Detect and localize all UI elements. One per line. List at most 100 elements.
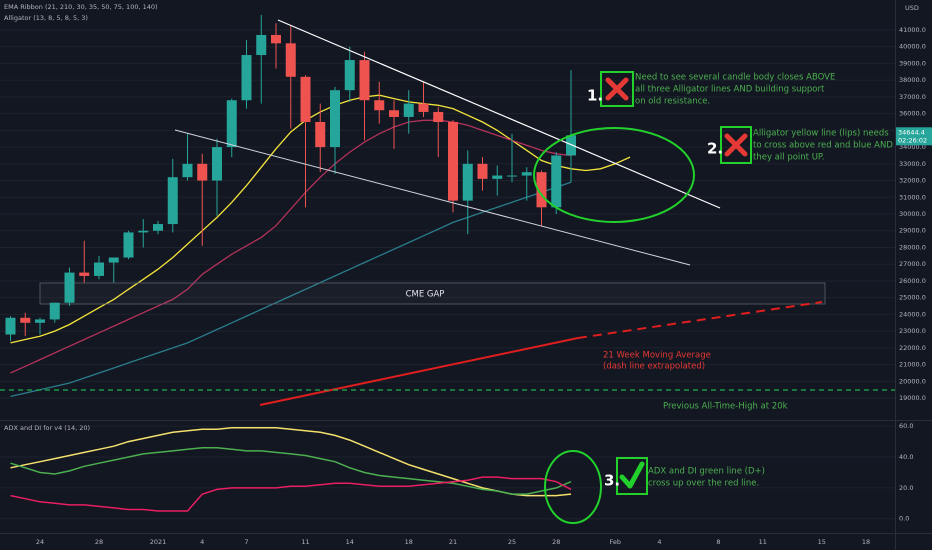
x-tick-label: 25 — [508, 538, 516, 546]
x-tick-label: 2021 — [150, 538, 167, 546]
trendline — [277, 19, 721, 209]
candle-body — [462, 163, 473, 201]
ath-label: Previous All-Time-High at 20k — [663, 402, 788, 412]
y-tick-label: 60.0 — [899, 422, 913, 430]
candle-body — [79, 272, 90, 276]
x-tick-label: 7 — [244, 538, 248, 546]
grid — [0, 29, 895, 520]
axes: 41000.0 40000.0 39000.0 38000.0 37000.0 36000… — [36, 26, 932, 546]
candle-body — [94, 262, 104, 276]
candle-body — [108, 257, 119, 263]
candle-body — [20, 317, 31, 323]
trendline — [174, 129, 691, 266]
ma-label: (dash line extrapolated) — [603, 362, 705, 372]
y-tick-label: 19000.0 — [899, 394, 926, 402]
note: ADX and DI green line (D+) — [648, 467, 765, 477]
candle-body — [433, 111, 444, 122]
ma-label: 21 Week Moving Average — [603, 351, 711, 361]
candle-body — [389, 110, 399, 117]
candle-body — [138, 230, 149, 233]
candle-body — [182, 163, 193, 178]
note: on old resistance. — [635, 97, 710, 107]
candle-body — [418, 103, 429, 112]
candle-body — [521, 172, 532, 176]
candle-body — [492, 175, 503, 179]
candle-body — [49, 302, 60, 320]
x-tick-label: 4 — [200, 538, 204, 546]
y-tick-label: 23000.0 — [899, 327, 926, 335]
highlight-ellipse — [544, 450, 602, 524]
indicator-label: ADX and DI for v4 (14, 20) — [4, 424, 90, 432]
y-tick-label: 30000.0 — [899, 210, 926, 218]
step-number: 2. — [707, 140, 723, 158]
y-tick-label: 33000.0 — [899, 160, 926, 168]
y-tick-label: 39000.0 — [899, 59, 926, 67]
y-tick-label: 27000.0 — [899, 260, 926, 268]
y-tick-label: 36000.0 — [899, 110, 926, 118]
candle-body — [271, 34, 281, 44]
y-tick-label: 34000.0 — [899, 143, 926, 151]
cme-gap-box — [39, 282, 826, 305]
candle-body — [477, 163, 488, 179]
x-tick-label: 4 — [657, 538, 661, 546]
last-price: 34644.4 — [898, 128, 925, 136]
x-tick-label: 18 — [405, 538, 413, 546]
y-tick-label: 37000.0 — [899, 93, 926, 101]
annotations: EMA Ribbon (21, 210, 30, 35, 50, 75, 100… — [4, 3, 919, 490]
y-tick-label: 22000.0 — [899, 344, 926, 352]
candle-body — [374, 100, 385, 111]
candle-body — [566, 135, 576, 156]
candle-body — [226, 100, 237, 148]
candle-body — [5, 317, 16, 335]
indicator-label: EMA Ribbon (21, 210, 30, 35, 50, 75, 100… — [4, 3, 158, 11]
candle-body — [153, 224, 163, 231]
candle-body — [344, 60, 355, 91]
x-tick-label: 11 — [759, 538, 767, 546]
candle-body — [285, 43, 296, 77]
x-tick-label: 28 — [552, 538, 560, 546]
candle-body — [212, 147, 222, 181]
indicator-line — [10, 119, 572, 374]
y-tick-label: 0.0 — [899, 515, 909, 523]
y-tick-label: 32000.0 — [899, 177, 926, 185]
candle-body — [507, 175, 517, 177]
indicator-line — [10, 476, 572, 512]
note: Alligator yellow line (lips) needs — [753, 129, 889, 139]
x-tick-label: 21 — [449, 538, 457, 546]
note: Need to see several candle body closes A… — [635, 73, 835, 83]
highlight-ellipse — [533, 127, 695, 223]
x-tick-label: 28 — [95, 538, 103, 546]
y-tick-label: 28000.0 — [899, 243, 926, 251]
candle-body — [359, 60, 370, 101]
cross-box — [720, 126, 752, 164]
x-tick-label: 18 — [862, 538, 870, 546]
y-tick-label: 40000.0 — [899, 43, 926, 51]
y-tick-label: 20000.0 — [899, 377, 926, 385]
candle-body — [123, 232, 134, 258]
cross-icon — [724, 133, 748, 157]
y-tick-label: 41000.0 — [899, 26, 926, 34]
x-tick-label: 14 — [346, 538, 354, 546]
step-number: 1. — [587, 87, 603, 105]
x-tick-label: 8 — [716, 538, 720, 546]
candle-body — [403, 103, 414, 117]
candle-body — [330, 90, 340, 148]
indicator-label: Alligator (13, 8, 5, 8, 5, 3) — [4, 14, 88, 22]
countdown: 02:26:02 — [898, 136, 927, 144]
y-tick-label: 38000.0 — [899, 76, 926, 84]
candle-body — [448, 121, 458, 201]
note: to cross above red and blue AND — [753, 141, 893, 151]
candle-body — [536, 172, 547, 208]
last-price-box — [896, 127, 932, 146]
y-tick-label: 25000.0 — [899, 294, 926, 302]
step-number: 3. — [604, 472, 620, 490]
y-tick-label: 40.0 — [899, 453, 913, 461]
y-tick-label: 29000.0 — [899, 227, 926, 235]
candle-body — [64, 272, 75, 303]
candle-body — [241, 55, 252, 101]
y-tick-label: 31000.0 — [899, 193, 926, 201]
candles — [5, 14, 576, 342]
y-tick-label: 26000.0 — [899, 277, 926, 285]
